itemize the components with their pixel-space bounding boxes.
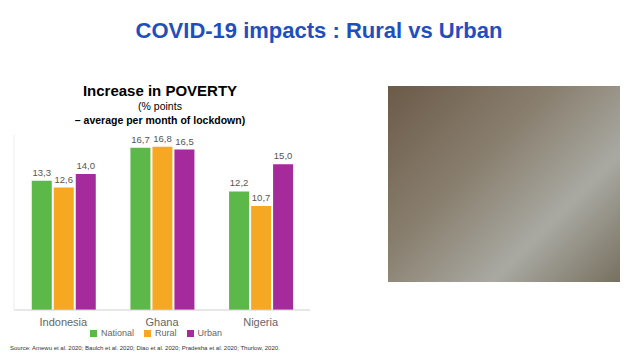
- html-text:– average per month of lockdow: – average per month of lockdown): [74, 114, 246, 126]
- svg-text:10,7: 10,7: [252, 192, 271, 203]
- html-text:Increase in POVERTY: Increase in POVERTY: [82, 82, 238, 99]
- svg-text:Indonesia: Indonesia: [39, 316, 88, 328]
- svg-text:16,8: 16,8: [153, 133, 172, 144]
- svg-text:Ghana: Ghana: [145, 316, 179, 328]
- svg-text:12,2: 12,2: [230, 177, 249, 188]
- html-text:COVID-19 impacts : Rural vs Ur: COVID-19 impacts : Rural vs Urban: [135, 18, 503, 43]
- svg-text:13,3: 13,3: [33, 167, 52, 178]
- html-text:(% points: (% points: [138, 100, 182, 112]
- svg-text:Nigeria: Nigeria: [243, 316, 279, 328]
- svg-text:12,6: 12,6: [55, 174, 74, 185]
- html-text:Source: Amewu et al. 2020; Bau: Source: Amewu et al. 2020; Baulch et al.…: [10, 345, 280, 351]
- html-text:National: National: [101, 328, 134, 338]
- svg-text:14,0: 14,0: [77, 160, 96, 171]
- html-text:Rural: Rural: [155, 328, 177, 338]
- html-text:Urban: Urban: [197, 328, 222, 338]
- svg-text:16,7: 16,7: [131, 134, 150, 145]
- svg-text:16,5: 16,5: [175, 136, 194, 147]
- svg-text:15,0: 15,0: [274, 150, 293, 161]
